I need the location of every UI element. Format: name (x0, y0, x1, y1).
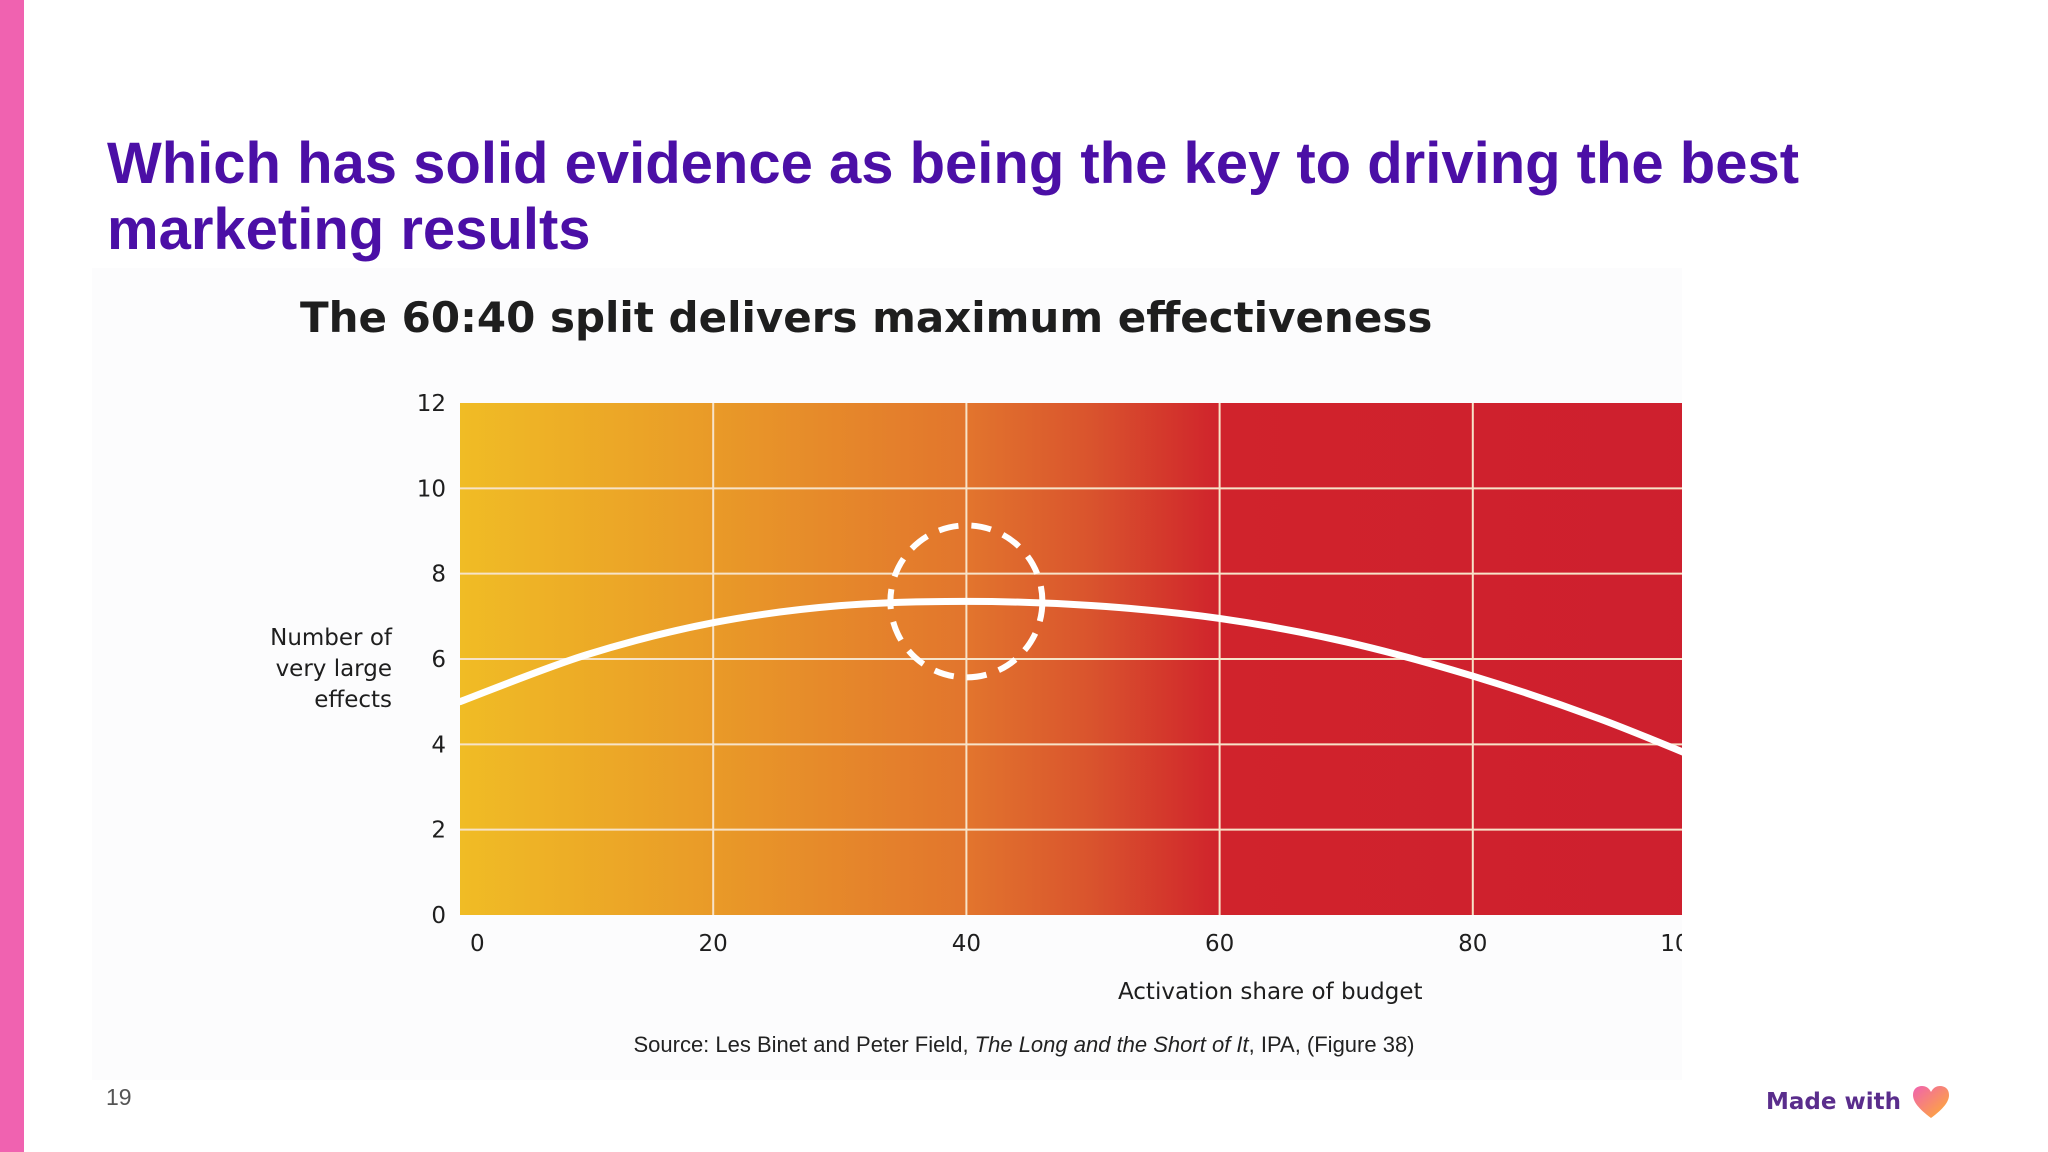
y-tick-label: 6 (431, 647, 446, 673)
highlight-layer (887, 522, 1046, 681)
y-axis-label-line: very large (276, 656, 392, 682)
grid (460, 403, 1682, 915)
x-tick-label: 20 (699, 931, 728, 957)
series-layer (460, 597, 1682, 756)
source-book-title: The Long and the Short of It (974, 1032, 1249, 1057)
series-line (460, 597, 1682, 756)
y-tick-label: 10 (417, 476, 446, 502)
y-tick-label: 0 (431, 903, 446, 929)
x-tick-label: 0 (470, 931, 485, 957)
chart-title: The 60:40 split delivers maximum effecti… (300, 293, 1432, 342)
heart-icon (1912, 1086, 1949, 1118)
x-tick-label: 40 (952, 931, 981, 957)
x-tick-label: 80 (1458, 931, 1487, 957)
y-tick-label: 8 (431, 562, 446, 588)
y-tick-label: 12 (417, 391, 446, 417)
made-with-badge[interactable]: Made with (1766, 1082, 1951, 1122)
x-tick-label: 100% (1660, 931, 1682, 957)
chart: The 60:40 split delivers maximum effecti… (270, 293, 1682, 1005)
y-tick-label: 4 (431, 732, 446, 758)
page-number: 19 (106, 1084, 132, 1110)
made-with-label: Made with (1766, 1089, 1901, 1115)
source-prefix: Source: Les Binet and Peter Field, (633, 1032, 975, 1057)
x-axis-label: Activation share of budget (1118, 979, 1423, 1005)
source-citation: Source: Les Binet and Peter Field, The L… (0, 1032, 2048, 1058)
source-suffix: , IPA, (Figure 38) (1248, 1032, 1415, 1057)
highlight-circle (887, 522, 1046, 681)
figure-panel: The 60:40 split delivers maximum effecti… (92, 268, 1682, 1080)
y-axis-label: Number of very large effects (270, 625, 393, 713)
x-tick-label: 60 (1205, 931, 1234, 957)
y-axis-label-line: Number of (270, 625, 393, 651)
y-tick-label: 2 (431, 818, 446, 844)
tick-labels: 0 2 4 6 8 10 12 0 20 40 60 80 100% (417, 391, 1682, 957)
accent-bar (0, 0, 24, 1152)
slide-title: Which has solid evidence as being the ke… (107, 131, 1800, 262)
y-axis-label-line: effects (314, 687, 392, 713)
